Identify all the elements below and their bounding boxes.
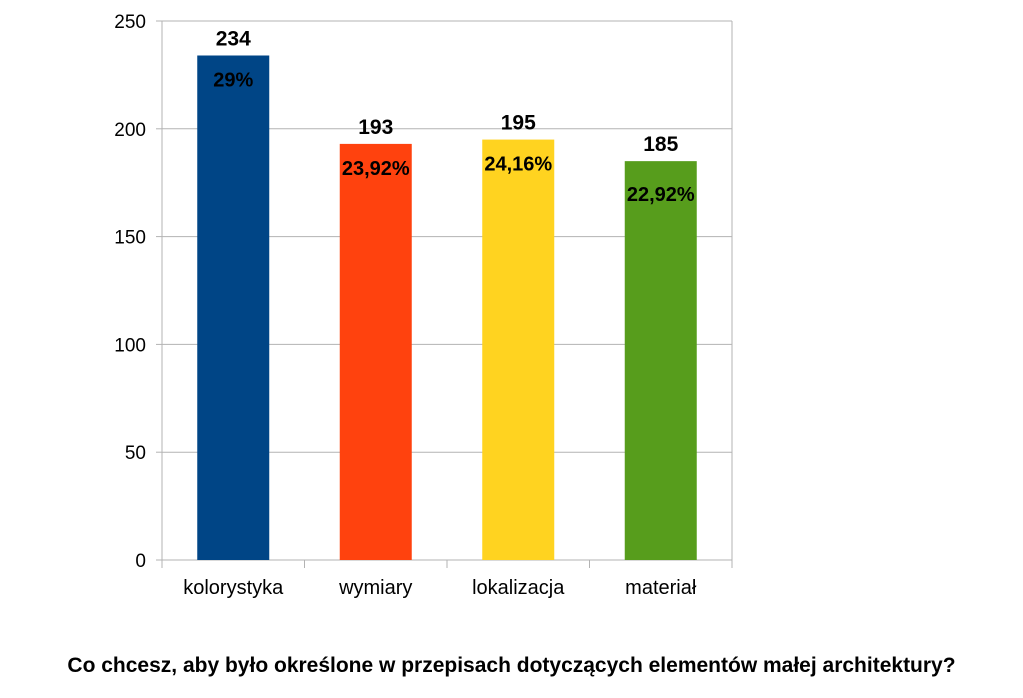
bar-lokalizacja: [482, 139, 555, 560]
y-tick-label: 200: [114, 120, 146, 141]
y-tick-label: 50: [125, 443, 146, 464]
y-tick-label: 0: [135, 551, 146, 572]
chart-caption: Co chcesz, aby było określone w przepisa…: [67, 654, 956, 677]
data-labels: 234 29% kolorystyka 193 23,92% wymiary 195 24,1…: [183, 27, 697, 599]
bar-chart: 0 50 100 150 200 250 234 29% kolorystyka 193 23,9…: [114, 12, 733, 599]
y-tick-label: 150: [114, 228, 146, 249]
x-tick-label-kolorystyka: kolorystyka: [183, 577, 284, 599]
axes: 0 50 100 150 200 250: [114, 12, 733, 572]
x-tick-label-materiał: materiał: [625, 577, 697, 599]
bars: [197, 55, 697, 560]
percent-label-kolorystyka: 29%: [213, 69, 253, 91]
y-tick-label: 100: [114, 335, 146, 356]
bar-wymiary: [339, 143, 412, 560]
bar-materiał: [624, 161, 697, 560]
value-label-lokalizacja: 195: [501, 112, 536, 135]
y-tick-label: 250: [114, 12, 146, 33]
x-tick-label-lokalizacja: lokalizacja: [472, 577, 565, 599]
percent-label-wymiary: 23,92%: [342, 158, 410, 180]
percent-label-materiał: 22,92%: [627, 184, 695, 206]
value-label-wymiary: 193: [358, 116, 393, 139]
value-label-materiał: 185: [643, 133, 678, 156]
value-label-kolorystyka: 234: [216, 27, 251, 50]
bar-kolorystyka: [197, 55, 270, 560]
percent-label-lokalizacja: 24,16%: [484, 154, 552, 176]
x-tick-label-wymiary: wymiary: [338, 577, 412, 599]
